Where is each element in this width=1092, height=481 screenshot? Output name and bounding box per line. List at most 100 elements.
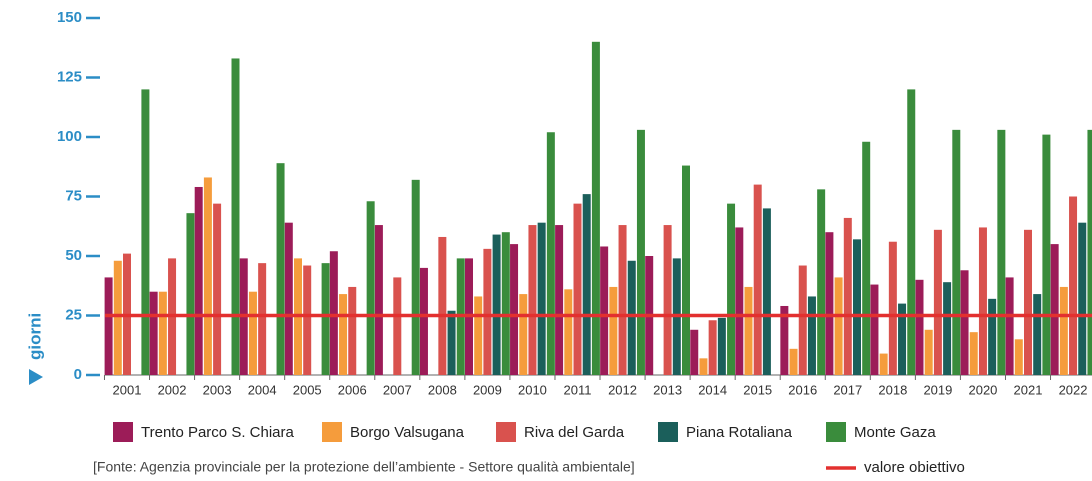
bar — [780, 305, 789, 375]
bar — [1005, 277, 1014, 375]
x-tick-label: 2007 — [383, 382, 412, 397]
bar — [519, 294, 528, 375]
bar — [1050, 244, 1059, 375]
bar — [952, 129, 961, 375]
bar — [546, 132, 555, 375]
bar — [276, 163, 285, 375]
source-note: [Fonte: Agenzia provinciale per la prote… — [93, 459, 635, 475]
bar — [1042, 134, 1051, 375]
y-axis-arrow — [29, 369, 43, 385]
y-tick-label: 150 — [57, 9, 82, 26]
bar — [898, 303, 907, 375]
x-tick-label: 2022 — [1059, 382, 1088, 397]
bar — [717, 317, 726, 375]
bar — [492, 234, 501, 375]
x-tick-label: 2016 — [788, 382, 817, 397]
bar — [573, 203, 582, 375]
bar — [339, 294, 348, 375]
legend-target-label: valore obiettivo — [864, 459, 965, 476]
y-axis-title-group: giorni — [25, 313, 44, 385]
legend-swatch — [322, 422, 342, 442]
bar — [1059, 286, 1068, 375]
bar — [708, 320, 717, 375]
y-tick-label: 0 — [74, 366, 82, 383]
x-tick-label: 2009 — [473, 382, 502, 397]
bar — [321, 263, 330, 375]
legend-label: Riva del Garda — [524, 424, 625, 441]
bar — [762, 208, 771, 375]
bar — [537, 222, 546, 375]
bar — [699, 358, 708, 375]
bar — [627, 260, 636, 375]
bar — [690, 329, 699, 375]
bar — [862, 141, 871, 375]
bar — [988, 298, 997, 375]
x-tick-label: 2018 — [878, 382, 907, 397]
bar — [393, 277, 402, 375]
bar — [735, 227, 744, 375]
y-tick-label: 50 — [65, 247, 82, 264]
bar — [907, 89, 916, 376]
x-tick-label: 2011 — [564, 382, 592, 397]
x-tick-label: 2003 — [203, 382, 232, 397]
bar — [141, 89, 150, 376]
legend-label: Trento Parco S. Chiara — [141, 424, 294, 441]
bar — [817, 189, 826, 375]
bar — [113, 260, 122, 375]
bar — [1087, 129, 1092, 375]
bar — [1069, 196, 1078, 375]
y-tick-label: 125 — [57, 68, 82, 85]
legend-swatch — [496, 422, 516, 442]
bar — [853, 239, 861, 375]
bar — [924, 329, 933, 375]
bar — [727, 203, 736, 375]
bar — [825, 232, 834, 375]
x-tick-label: 2002 — [158, 382, 187, 397]
y-axis-title: giorni — [25, 313, 44, 360]
bar — [186, 213, 195, 375]
bar — [258, 263, 267, 375]
x-tick-label: 2012 — [608, 382, 637, 397]
bar — [682, 165, 690, 375]
bar — [303, 265, 312, 375]
y-tick-label: 75 — [65, 187, 82, 204]
bar — [555, 225, 564, 375]
bar — [474, 296, 483, 375]
bar — [591, 41, 600, 376]
bar — [149, 291, 158, 375]
x-tick-label: 2021 — [1014, 382, 1043, 397]
bar — [1078, 222, 1087, 375]
x-tick-label: 2013 — [653, 382, 682, 397]
x-tick-label: 2004 — [248, 382, 277, 397]
bar — [438, 236, 447, 375]
bar — [636, 129, 645, 375]
bar — [870, 284, 879, 375]
bar — [194, 186, 203, 375]
legend-label: Piana Rotaliana — [686, 424, 793, 441]
bar — [248, 291, 257, 375]
bar — [969, 332, 978, 375]
x-tick-label: 2015 — [743, 382, 772, 397]
bar — [158, 291, 167, 375]
bar — [1033, 294, 1042, 375]
bar — [447, 310, 456, 375]
legend-swatch — [113, 422, 133, 442]
bar — [807, 296, 816, 375]
x-tick-label: 2006 — [338, 382, 367, 397]
bar — [879, 353, 888, 375]
bar — [231, 58, 240, 376]
bar — [104, 277, 113, 375]
bar — [501, 232, 510, 375]
y-tick-label: 25 — [65, 306, 82, 323]
x-tick-label: 2010 — [518, 382, 547, 397]
bar — [366, 201, 375, 375]
bar — [744, 286, 753, 375]
bar — [284, 222, 293, 375]
bar — [609, 286, 618, 375]
bar — [943, 282, 952, 375]
bar — [798, 265, 807, 375]
bar — [510, 244, 519, 375]
bar — [411, 179, 420, 375]
x-tick-label: 2014 — [698, 382, 727, 397]
